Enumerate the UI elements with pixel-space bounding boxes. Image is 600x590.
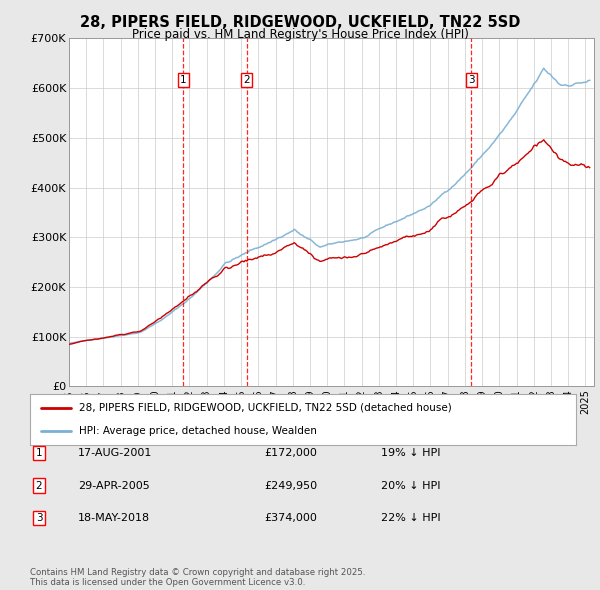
Text: 18-MAY-2018: 18-MAY-2018	[78, 513, 150, 523]
Text: 19% ↓ HPI: 19% ↓ HPI	[381, 448, 440, 458]
Text: Contains HM Land Registry data © Crown copyright and database right 2025.
This d: Contains HM Land Registry data © Crown c…	[30, 568, 365, 587]
Text: 3: 3	[35, 513, 43, 523]
Text: £249,950: £249,950	[264, 481, 317, 490]
Text: 3: 3	[468, 75, 475, 85]
Text: 28, PIPERS FIELD, RIDGEWOOD, UCKFIELD, TN22 5SD (detached house): 28, PIPERS FIELD, RIDGEWOOD, UCKFIELD, T…	[79, 402, 452, 412]
Text: 1: 1	[180, 75, 187, 85]
Text: 1: 1	[35, 448, 43, 458]
Text: 22% ↓ HPI: 22% ↓ HPI	[381, 513, 440, 523]
Text: £374,000: £374,000	[264, 513, 317, 523]
Text: 17-AUG-2001: 17-AUG-2001	[78, 448, 152, 458]
Text: 29-APR-2005: 29-APR-2005	[78, 481, 150, 490]
Text: 2: 2	[244, 75, 250, 85]
Text: 2: 2	[35, 481, 43, 490]
Text: £172,000: £172,000	[264, 448, 317, 458]
Text: 28, PIPERS FIELD, RIDGEWOOD, UCKFIELD, TN22 5SD: 28, PIPERS FIELD, RIDGEWOOD, UCKFIELD, T…	[80, 15, 520, 30]
Text: Price paid vs. HM Land Registry's House Price Index (HPI): Price paid vs. HM Land Registry's House …	[131, 28, 469, 41]
Text: HPI: Average price, detached house, Wealden: HPI: Average price, detached house, Weal…	[79, 427, 317, 437]
Text: 20% ↓ HPI: 20% ↓ HPI	[381, 481, 440, 490]
